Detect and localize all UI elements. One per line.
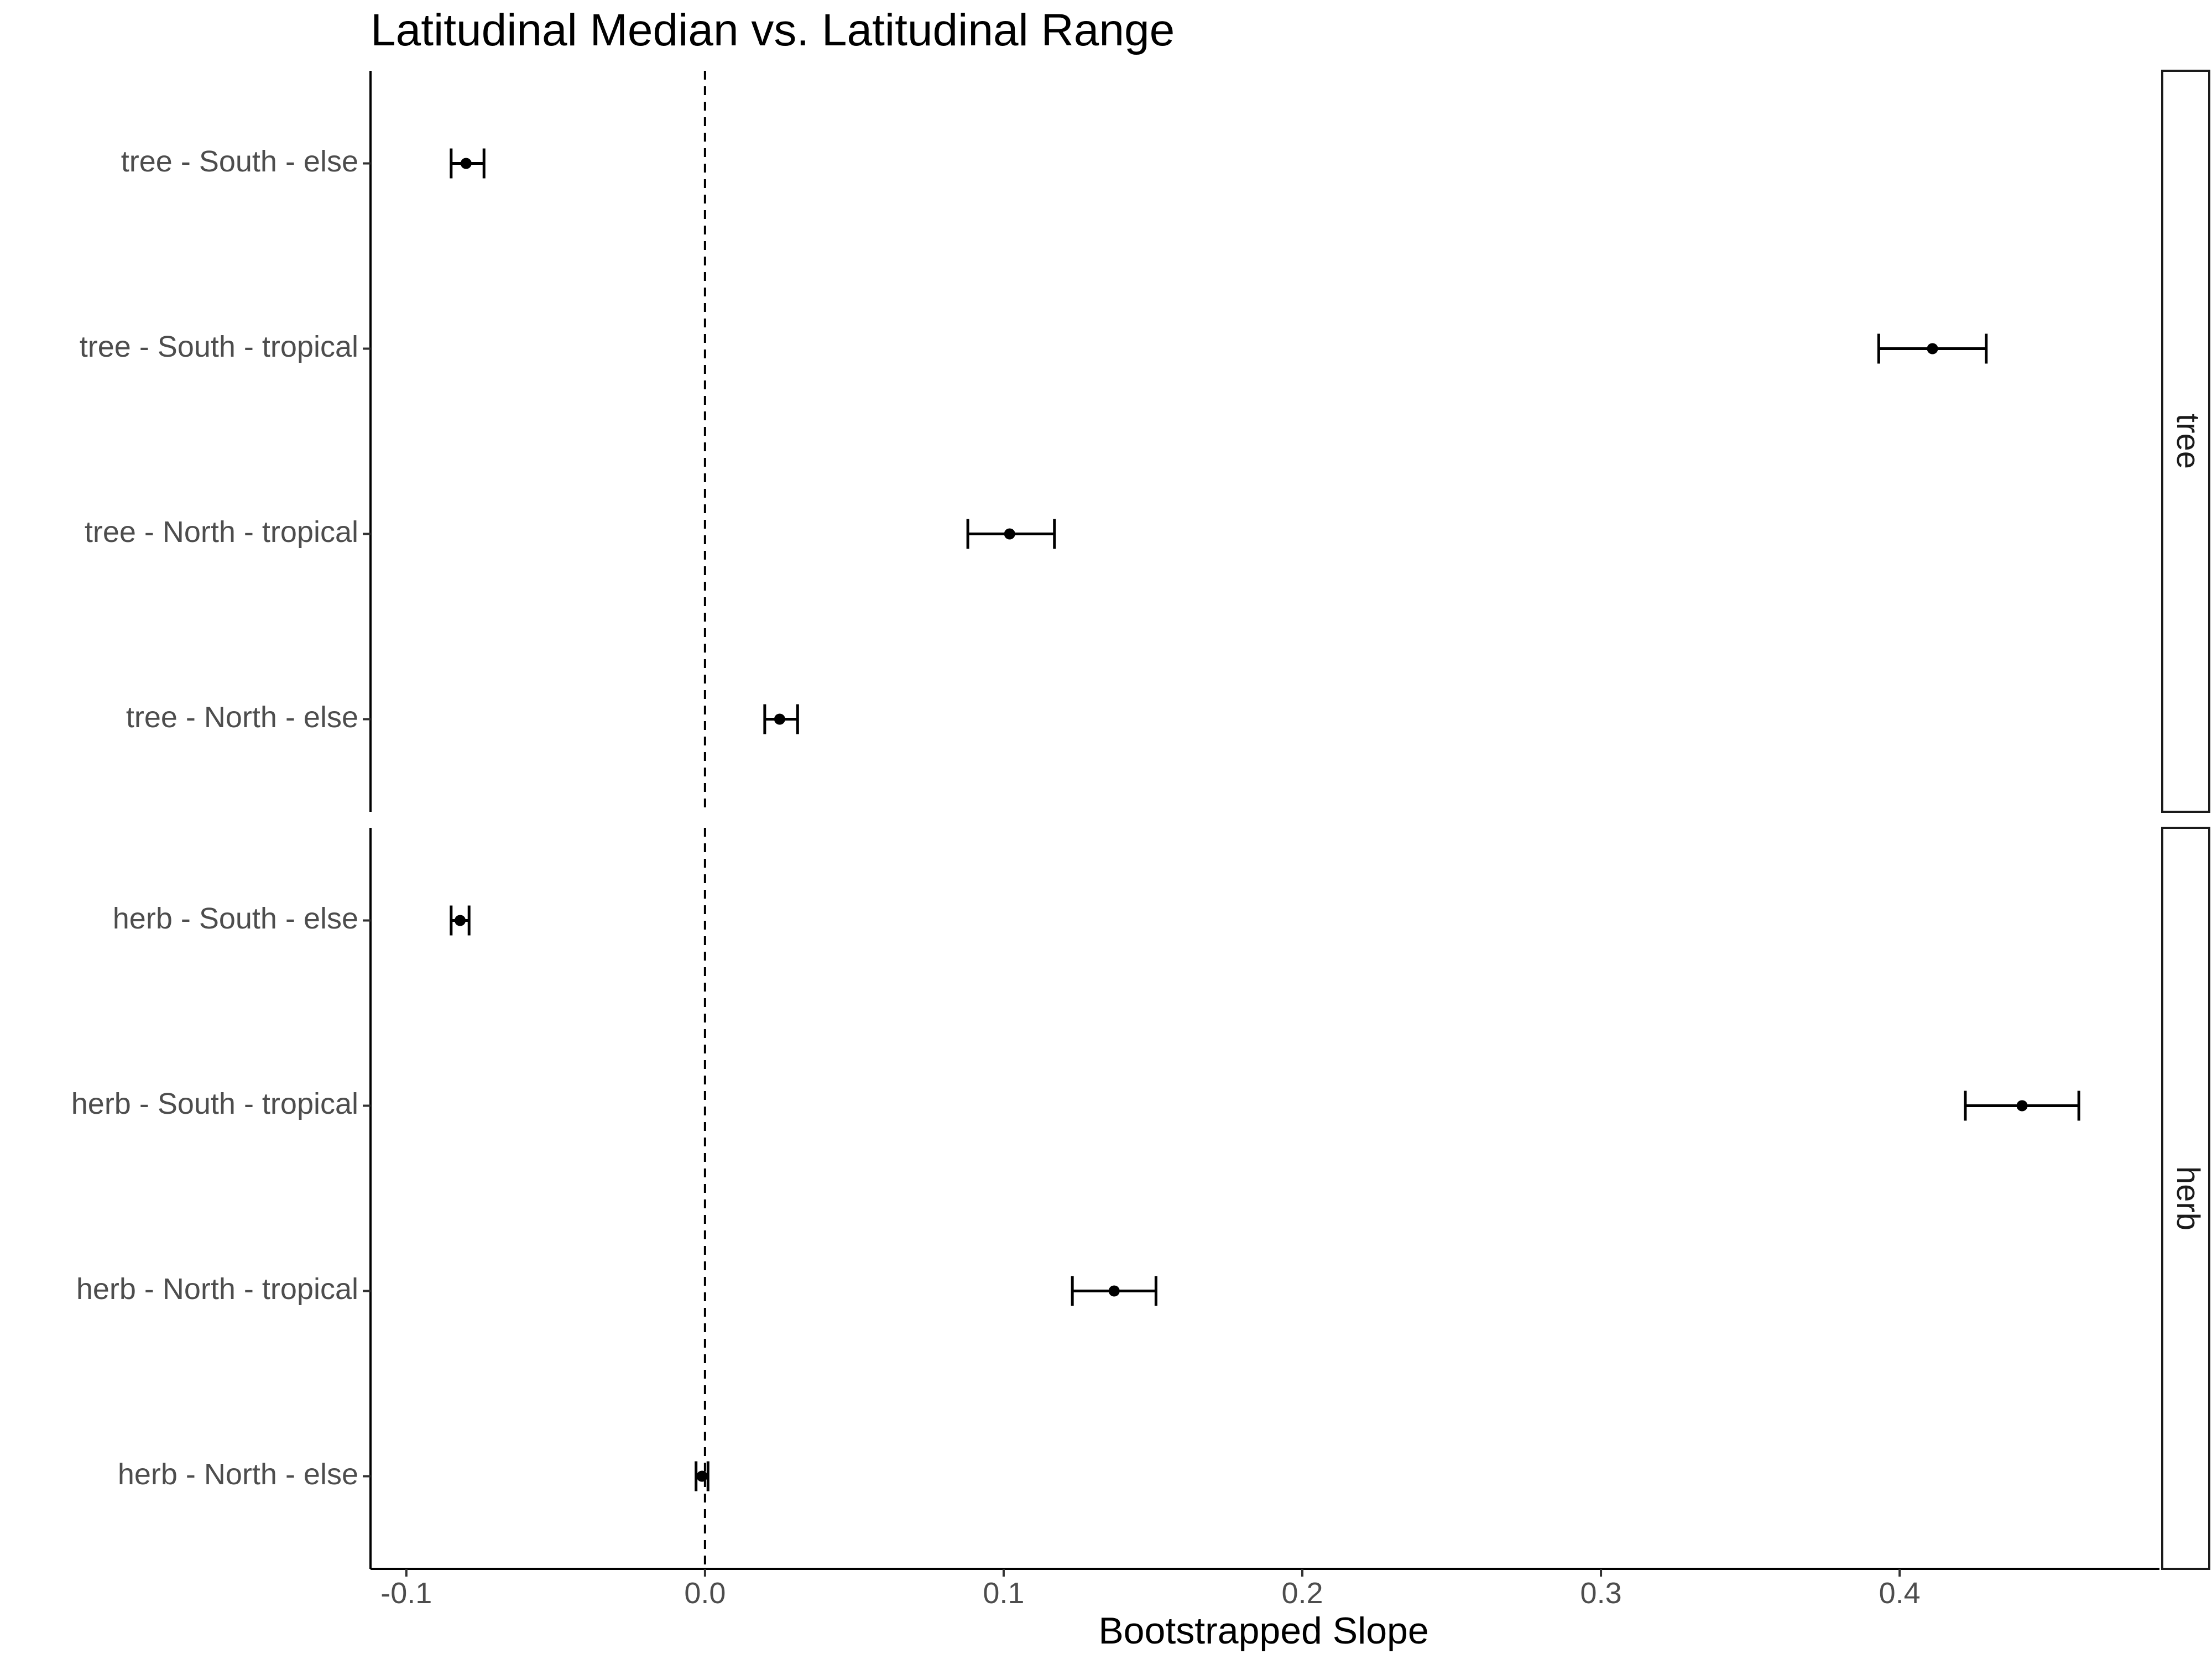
y-tick-label: herb - North - tropical — [76, 1272, 358, 1306]
x-tick-label: 0.4 — [1879, 1577, 1921, 1610]
estimate-point — [460, 158, 472, 169]
x-axis: -0.1 0.0 0.1 0.2 0.3 0.4 — [371, 1568, 2159, 1610]
y-tick-label: tree - South - else — [121, 145, 358, 178]
estimate-point — [1108, 1285, 1120, 1297]
estimate-point — [455, 915, 466, 926]
estimate-point — [1004, 528, 1015, 540]
facet-strip — [2161, 827, 2210, 1570]
y-tick-label: tree - South - tropical — [80, 330, 358, 363]
x-axis-title: Bootstrapped Slope — [1098, 1610, 1428, 1652]
facet-panel-herb: herb - South - else herb - South - tropic… — [71, 827, 2210, 1570]
estimate-point — [2016, 1100, 2028, 1112]
x-tick-label: 0.2 — [1281, 1577, 1323, 1610]
estimate-point — [774, 713, 785, 725]
x-tick-label: 0.0 — [684, 1577, 726, 1610]
y-tick-label: herb - North - else — [118, 1458, 358, 1491]
facet-panel-tree: tree - South - else tree - South - tropic… — [80, 70, 2210, 813]
chart-title: Latitudinal Median vs. Latitudinal Range — [371, 5, 1175, 55]
estimate-point — [696, 1470, 708, 1482]
estimate-point — [1927, 343, 1938, 354]
facet-strip — [2161, 70, 2210, 813]
y-tick-label: herb - South - else — [113, 902, 358, 935]
y-tick-label: tree - North - else — [126, 701, 358, 734]
x-tick-label: -0.1 — [380, 1577, 432, 1610]
y-tick-label: herb - South - tropical — [71, 1087, 358, 1120]
y-tick-label: tree - North - tropical — [85, 515, 358, 549]
facet-strip-label: tree — [2170, 414, 2206, 469]
facet-panels: tree - South - else tree - South - tropic… — [71, 70, 2210, 1570]
facet-strip-label: herb — [2170, 1166, 2206, 1230]
x-tick-label: 0.3 — [1580, 1577, 1622, 1610]
x-tick-label: 0.1 — [983, 1577, 1024, 1610]
